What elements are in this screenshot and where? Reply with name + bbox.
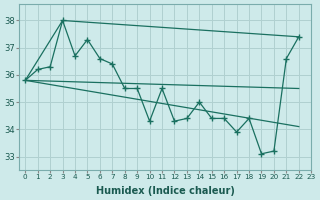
X-axis label: Humidex (Indice chaleur): Humidex (Indice chaleur): [96, 186, 235, 196]
